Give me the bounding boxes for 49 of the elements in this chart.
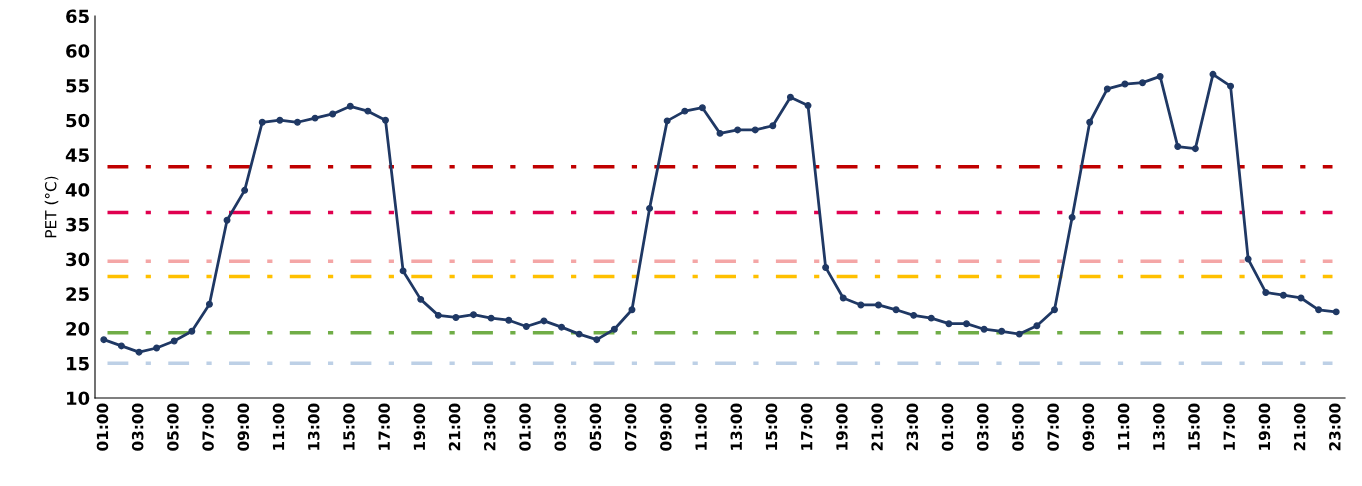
x-tick-label: 01:00 <box>519 403 531 451</box>
x-tick-label: 23:00 <box>1329 403 1341 451</box>
x-tick-label: 01:00 <box>941 403 954 451</box>
x-tick-label: 17:00 <box>1223 403 1235 450</box>
y-tick-label: 15 <box>67 356 89 371</box>
x-tick-label: 13:00 <box>730 403 743 450</box>
y-tick-label: 65 <box>66 9 89 24</box>
x-tick-label: 07:00 <box>202 403 214 451</box>
x-tick-label: 19:00 <box>836 403 848 450</box>
x-tick-label: 15:00 <box>343 403 355 450</box>
y-tick-label: 25 <box>66 287 89 301</box>
y-tick-label: 40 <box>65 183 90 197</box>
x-tick-label: 19:00 <box>413 403 426 450</box>
x-tick-label: 11:00 <box>695 403 707 450</box>
y-axis-title: PET (°C) <box>44 176 59 238</box>
x-tick-label: 17:00 <box>378 403 390 450</box>
x-tick-label: 15:00 <box>765 403 778 450</box>
x-tick-label: 15:00 <box>1188 403 1200 450</box>
x-tick-label: 21:00 <box>448 403 461 451</box>
y-tick-label: 10 <box>67 391 90 406</box>
x-tick-label: 23:00 <box>906 403 919 451</box>
x-tick-label: 01:00 <box>96 403 109 451</box>
x-tick-label: 21:00 <box>1293 403 1306 451</box>
x-tick-label: 21:00 <box>871 403 883 451</box>
x-tick-label: 13:00 <box>1153 403 1165 450</box>
x-tick-label: 09:00 <box>660 403 672 451</box>
y-tick-label: 50 <box>66 113 90 128</box>
x-tick-label: 23:00 <box>484 403 496 451</box>
x-tick-label: 17:00 <box>800 403 813 450</box>
x-tick-label: 13:00 <box>307 403 320 450</box>
x-tick-label: 11:00 <box>1117 403 1130 450</box>
x-tick-label: 07:00 <box>1047 403 1059 451</box>
y-tick-label: 20 <box>66 322 90 336</box>
y-tick-label: 35 <box>66 217 89 232</box>
x-tick-label: 05:00 <box>589 403 602 451</box>
x-tick-label: 11:00 <box>272 403 285 450</box>
y-tick-label: 30 <box>66 252 90 267</box>
y-tick-label: 60 <box>66 44 90 58</box>
x-tick-label: 09:00 <box>237 403 250 451</box>
x-tick-label: 03:00 <box>976 403 989 451</box>
y-tick-label: 45 <box>65 148 89 163</box>
x-tick-label: 05:00 <box>167 403 179 451</box>
x-tick-label: 19:00 <box>1258 403 1271 450</box>
x-tick-label: 03:00 <box>131 403 144 451</box>
x-tick-label: 09:00 <box>1082 403 1095 451</box>
x-tick-label: 03:00 <box>554 403 566 451</box>
y-tick-label: 55 <box>66 79 89 93</box>
x-tick-label: 07:00 <box>624 403 637 451</box>
x-tick-label: 05:00 <box>1012 403 1024 451</box>
